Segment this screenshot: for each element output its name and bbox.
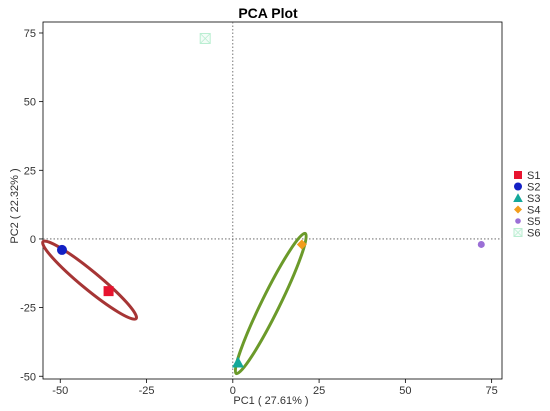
legend-label-s6: S6 bbox=[527, 228, 540, 240]
x-tick-label: 75 bbox=[486, 385, 498, 397]
legend-marker-s6 bbox=[513, 228, 523, 237]
point-s6 bbox=[199, 32, 211, 44]
legend-label-s3: S3 bbox=[527, 193, 540, 205]
y-tick-label: -50 bbox=[20, 371, 36, 383]
legend-marker-s4 bbox=[514, 205, 522, 214]
square-outline-cross bbox=[199, 33, 211, 44]
legend-label-s2: S2 bbox=[527, 182, 540, 194]
square-outline-cross bbox=[513, 228, 523, 237]
x-tick-label: -50 bbox=[52, 385, 68, 397]
point-s2 bbox=[56, 244, 67, 255]
point-s5 bbox=[477, 240, 485, 248]
y-tick-label: 25 bbox=[24, 165, 36, 177]
y-axis-ticks: -50 -25 0 25 50 75 bbox=[20, 28, 43, 383]
legend-label-s5: S5 bbox=[527, 216, 540, 228]
point-s3 bbox=[231, 356, 244, 368]
point-s4 bbox=[296, 239, 307, 250]
legend-label-s4: S4 bbox=[527, 205, 540, 217]
legend-marker-s5 bbox=[515, 218, 521, 224]
y-tick-label: 0 bbox=[30, 234, 36, 246]
x-tick-label: 0 bbox=[230, 385, 236, 397]
group-ellipses bbox=[41, 231, 308, 376]
group-ellipse bbox=[233, 231, 308, 376]
x-axis-ticks: -50 -25 0 25 50 75 bbox=[52, 379, 498, 397]
reference-lines bbox=[43, 22, 502, 379]
legend-marker-s1 bbox=[514, 171, 522, 179]
x-tick-label: -25 bbox=[139, 385, 155, 397]
data-points bbox=[56, 32, 485, 368]
y-tick-label: 50 bbox=[24, 97, 36, 109]
legend-label-s1: S1 bbox=[527, 170, 540, 182]
chart-title: PCA Plot bbox=[238, 5, 298, 21]
legend-marker-s2 bbox=[514, 182, 522, 191]
y-tick-label: -25 bbox=[20, 303, 36, 315]
point-s1 bbox=[103, 286, 114, 297]
y-tick-label: 75 bbox=[24, 28, 36, 40]
legend-marker-s3 bbox=[513, 193, 523, 202]
x-axis-title: PC1 ( 27.61% ) bbox=[233, 395, 308, 407]
y-axis-title: PC2 ( 22.32% ) bbox=[9, 168, 21, 243]
x-tick-label: 50 bbox=[399, 385, 411, 397]
plot-frame bbox=[42, 21, 503, 380]
group-ellipse bbox=[41, 239, 139, 321]
x-tick-label: 25 bbox=[313, 385, 325, 397]
